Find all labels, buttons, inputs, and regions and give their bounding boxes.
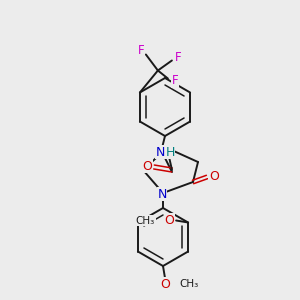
Text: F: F xyxy=(175,51,181,64)
Text: F: F xyxy=(172,74,178,87)
Text: O: O xyxy=(164,214,174,227)
Text: O: O xyxy=(160,278,170,290)
Text: N: N xyxy=(155,146,165,158)
Text: O: O xyxy=(142,160,152,172)
Text: O: O xyxy=(209,170,219,184)
Text: F: F xyxy=(138,44,144,57)
Text: CH₃: CH₃ xyxy=(136,215,155,226)
Text: CH₃: CH₃ xyxy=(179,279,198,289)
Text: N: N xyxy=(157,188,167,200)
Text: H: H xyxy=(165,146,175,158)
